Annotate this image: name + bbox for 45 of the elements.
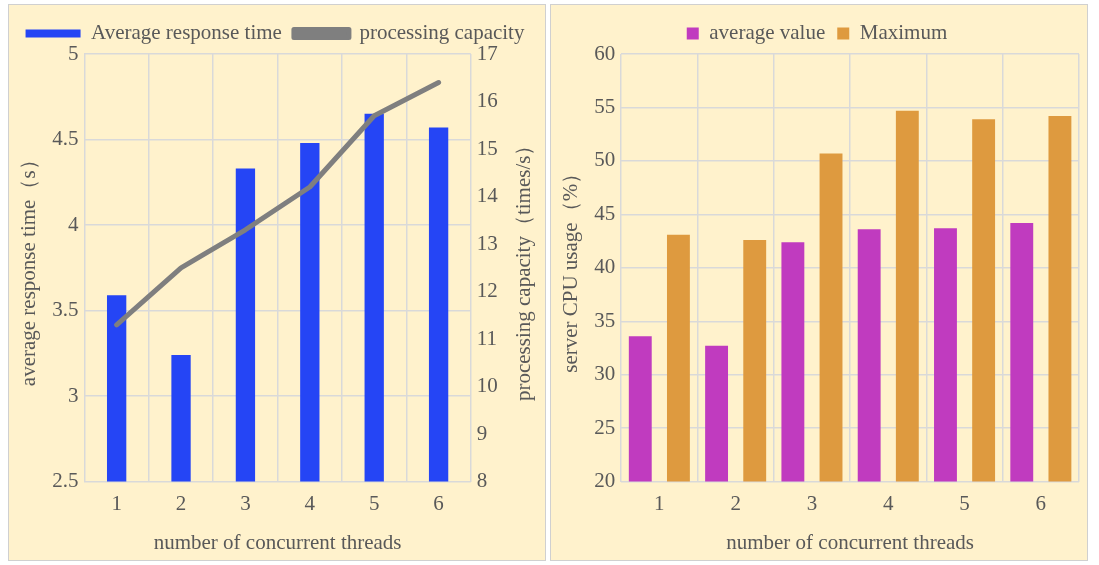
legend-label: Average response time <box>91 20 282 45</box>
y-tick-label: 5 <box>67 40 79 65</box>
y-tick-label: 45 <box>594 200 616 225</box>
x-tick-label: 5 <box>959 490 970 515</box>
x-tick-label: 1 <box>111 490 122 515</box>
y-tick-label: 3 <box>67 382 79 407</box>
x-tick-label: 1 <box>654 490 665 515</box>
y2-tick-label: 9 <box>476 420 488 445</box>
legend-label: processing capacity <box>359 20 525 45</box>
y-tick-label: 3.5 <box>52 297 79 322</box>
y-tick-label: 2.5 <box>52 468 79 493</box>
y2-tick-label: 11 <box>476 325 498 350</box>
x-axis-title: number of concurrent threads <box>726 529 975 554</box>
y2-tick-label: 12 <box>476 278 498 303</box>
y-tick-label: 55 <box>594 93 616 118</box>
legend-label: average value <box>709 20 826 45</box>
y-tick-label: 25 <box>594 414 616 439</box>
y2-tick-label: 15 <box>476 135 498 160</box>
x-tick-label: 3 <box>806 490 818 515</box>
y-tick-label: 4.5 <box>52 126 79 151</box>
y2-tick-label: 16 <box>476 88 498 113</box>
x-tick-label: 5 <box>368 490 380 515</box>
legend-label: Maximum <box>859 20 948 45</box>
y2-tick-label: 13 <box>476 230 498 255</box>
y-axis-title: server CPU usage（%） <box>558 162 583 373</box>
y-tick-label: 60 <box>594 40 616 65</box>
y-axis-title: average response time（s） <box>16 149 41 387</box>
y2-tick-label: 8 <box>476 468 488 493</box>
x-tick-label: 6 <box>433 490 444 515</box>
x-axis-title: number of concurrent threads <box>153 529 402 554</box>
x-tick-label: 2 <box>730 490 741 515</box>
y-tick-label: 40 <box>594 254 616 279</box>
y-tick-label: 30 <box>594 361 616 386</box>
x-tick-label: 3 <box>240 490 251 515</box>
x-tick-label: 4 <box>883 490 894 515</box>
y-tick-label: 20 <box>594 468 616 493</box>
y-tick-label: 50 <box>594 147 616 172</box>
x-tick-label: 4 <box>304 490 316 515</box>
y2-axis-title: processing capacity（times/s） <box>511 134 536 402</box>
x-tick-label: 6 <box>1035 490 1047 515</box>
y2-tick-label: 10 <box>476 373 498 398</box>
y-tick-label: 35 <box>594 307 616 332</box>
y2-tick-label: 14 <box>476 183 499 208</box>
x-tick-label: 2 <box>175 490 187 515</box>
y-tick-label: 4 <box>67 211 79 236</box>
